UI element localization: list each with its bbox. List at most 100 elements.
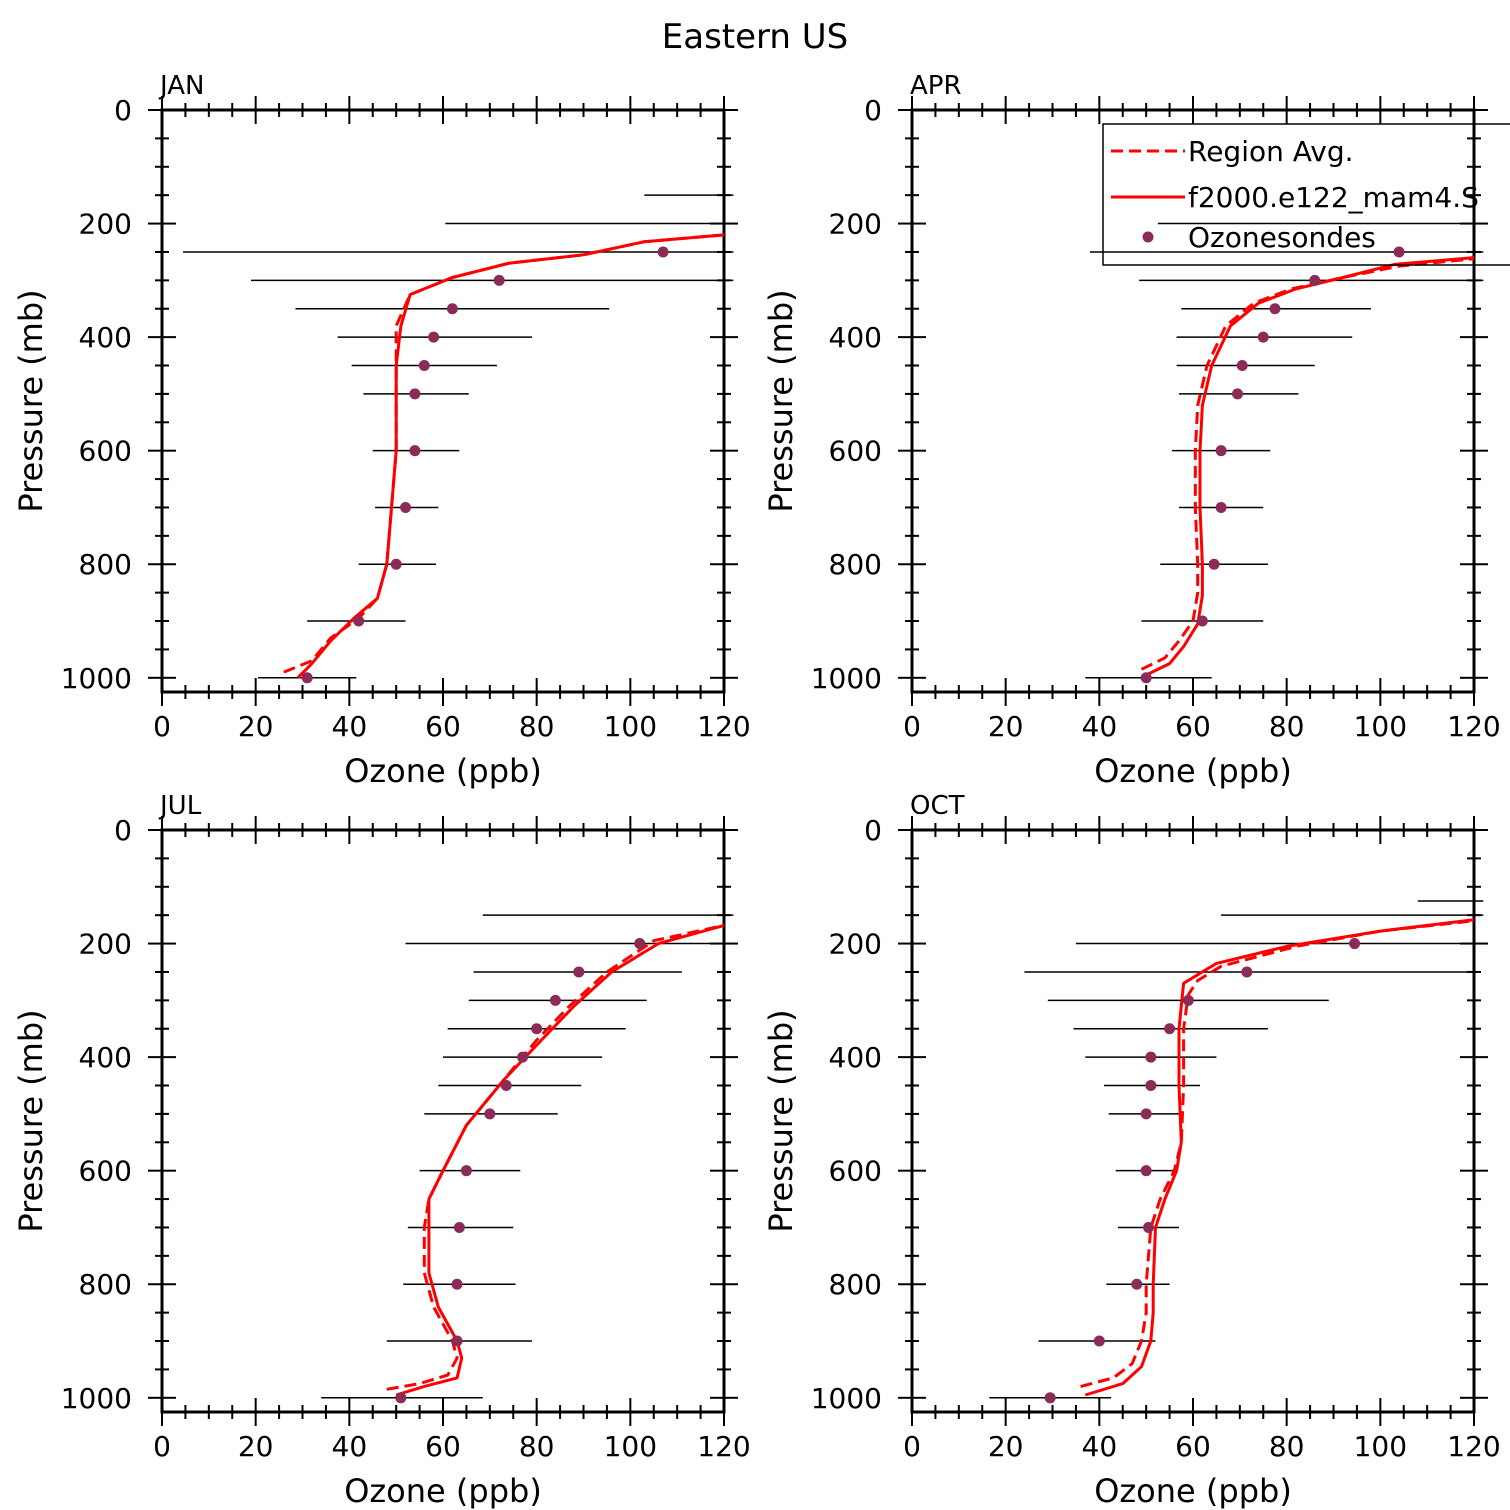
- ozonesonde-point: [1145, 1051, 1157, 1063]
- x-tick-label: 100: [1354, 710, 1407, 743]
- x-tick-label: 120: [697, 710, 750, 743]
- panel-jul: 0 20 40 60 80 100 120 0 200 400 600 800 1000 Ozone (p…: [12, 791, 751, 1510]
- x-tick-label: 60: [425, 1430, 461, 1463]
- y-tick-label: 0: [114, 94, 132, 127]
- panel-title: JAN: [158, 71, 204, 101]
- ozonesonde-point: [451, 1278, 463, 1290]
- y-tick-label: 200: [79, 208, 132, 241]
- x-tick-label: 0: [903, 710, 921, 743]
- x-tick-label: 60: [1175, 1430, 1211, 1463]
- panel-jan: 0 20 40 60 80 100 120 0 200 400 600 800 1000 Ozone (p…: [12, 71, 751, 790]
- panel-title: APR: [910, 71, 962, 101]
- y-axis-label: Pressure (mb): [762, 1009, 800, 1232]
- model-lines: [283, 233, 724, 679]
- x-tick-label: 100: [604, 1430, 657, 1463]
- y-axis-label: Pressure (mb): [762, 289, 800, 512]
- ozonesonde-point: [1093, 1335, 1105, 1347]
- panel-apr: 0 20 40 60 80 100 120 0 200 400 600 800 1000 Ozone (p…: [762, 71, 1510, 790]
- ozonesonde-point: [1140, 672, 1152, 684]
- y-tick-label: 600: [79, 1155, 132, 1188]
- ozonesonde-point: [1269, 303, 1281, 315]
- y-tick-label: 600: [79, 435, 132, 468]
- ozonesonde-point: [1164, 1023, 1176, 1035]
- ozonesonde-point: [484, 1108, 496, 1120]
- ozonesonde-point: [418, 360, 430, 372]
- y-tick-label: 800: [79, 1268, 132, 1301]
- x-tick-label: 40: [1082, 1430, 1118, 1463]
- model-lines: [1140, 256, 1474, 677]
- y-tick-label: 800: [829, 1268, 882, 1301]
- x-tick-label: 20: [988, 710, 1024, 743]
- ozonesonde-point: [634, 938, 646, 950]
- y-tick-label: 400: [829, 1041, 882, 1074]
- ozonesonde-point: [451, 1335, 463, 1347]
- ozonesonde-point: [460, 1165, 472, 1177]
- ozonesonde-point: [428, 331, 440, 343]
- y-tick-label: 1000: [811, 662, 882, 695]
- panel-title: OCT: [910, 791, 965, 821]
- legend: Region Avg. f2000.e122_mam4.S Ozonesondes: [1102, 123, 1510, 266]
- ozonesonde-point: [657, 246, 669, 258]
- legend-label: Ozonesondes: [1188, 221, 1376, 254]
- x-axis-label: Ozone (ppb): [344, 752, 542, 790]
- y-tick-label: 600: [829, 435, 882, 468]
- y-tick-label: 800: [829, 548, 882, 581]
- ozonesonde-point: [1215, 501, 1227, 513]
- ozonesonde-point: [446, 303, 458, 315]
- y-tick-label: 400: [79, 321, 132, 354]
- ozonesonde-point: [1208, 558, 1220, 570]
- x-tick-label: 80: [519, 710, 555, 743]
- x-axis-label: Ozone (ppb): [1094, 1472, 1292, 1510]
- model-lines: [386, 923, 724, 1397]
- ozonesonde-point: [453, 1221, 465, 1233]
- y-tick-label: 800: [79, 548, 132, 581]
- ozonesonde-point: [1182, 994, 1194, 1006]
- ozonesonde-point: [1349, 938, 1361, 950]
- ozonesonde-point: [573, 966, 585, 978]
- ozonesonde-point: [1140, 1108, 1152, 1120]
- x-tick-label: 120: [1447, 1430, 1500, 1463]
- y-tick-label: 600: [829, 1155, 882, 1188]
- y-tick-label: 1000: [61, 1382, 132, 1415]
- panel-title: JUL: [158, 791, 202, 821]
- y-tick-label: 200: [829, 928, 882, 961]
- ozonesonde-point: [1215, 445, 1227, 457]
- ozonesonde-point: [493, 274, 505, 286]
- x-tick-label: 0: [153, 710, 171, 743]
- ozonesonde-point: [517, 1051, 529, 1063]
- x-tick-label: 120: [697, 1430, 750, 1463]
- x-tick-label: 120: [1447, 710, 1500, 743]
- y-tick-label: 0: [864, 94, 882, 127]
- ozonesonde-point: [1044, 1392, 1056, 1404]
- y-tick-label: 0: [864, 814, 882, 847]
- region-avg-line: [1140, 257, 1474, 671]
- model-line: [1084, 918, 1474, 1397]
- ozonesonde-point: [353, 615, 365, 627]
- x-tick-label: 20: [988, 1430, 1024, 1463]
- y-tick-label: 0: [114, 814, 132, 847]
- y-axis-label: Pressure (mb): [12, 289, 50, 512]
- x-tick-label: 100: [1354, 1430, 1407, 1463]
- x-axis-label: Ozone (ppb): [1094, 752, 1292, 790]
- ozonesonde-point: [1241, 966, 1253, 978]
- ozonesonde-point: [1309, 274, 1321, 286]
- x-tick-label: 60: [1175, 710, 1211, 743]
- legend-dot-icon: [1142, 231, 1154, 243]
- ozonesonde-point: [400, 501, 412, 513]
- x-tick-label: 0: [153, 1430, 171, 1463]
- x-tick-label: 80: [1269, 710, 1305, 743]
- y-tick-label: 1000: [811, 1382, 882, 1415]
- legend-label: Region Avg.: [1188, 135, 1354, 168]
- figure-title: Eastern US: [662, 17, 849, 57]
- x-tick-label: 80: [519, 1430, 555, 1463]
- plot-frame: [910, 828, 1476, 1414]
- ozonesonde-point: [1140, 1165, 1152, 1177]
- ozonesonde-point: [301, 672, 313, 684]
- ozonesonde-point: [409, 388, 421, 400]
- y-tick-label: 400: [79, 1041, 132, 1074]
- y-tick-label: 400: [829, 321, 882, 354]
- ozonesonde-point: [390, 558, 402, 570]
- ozonesonde-point: [1143, 1221, 1155, 1233]
- x-axis-label: Ozone (ppb): [344, 1472, 542, 1510]
